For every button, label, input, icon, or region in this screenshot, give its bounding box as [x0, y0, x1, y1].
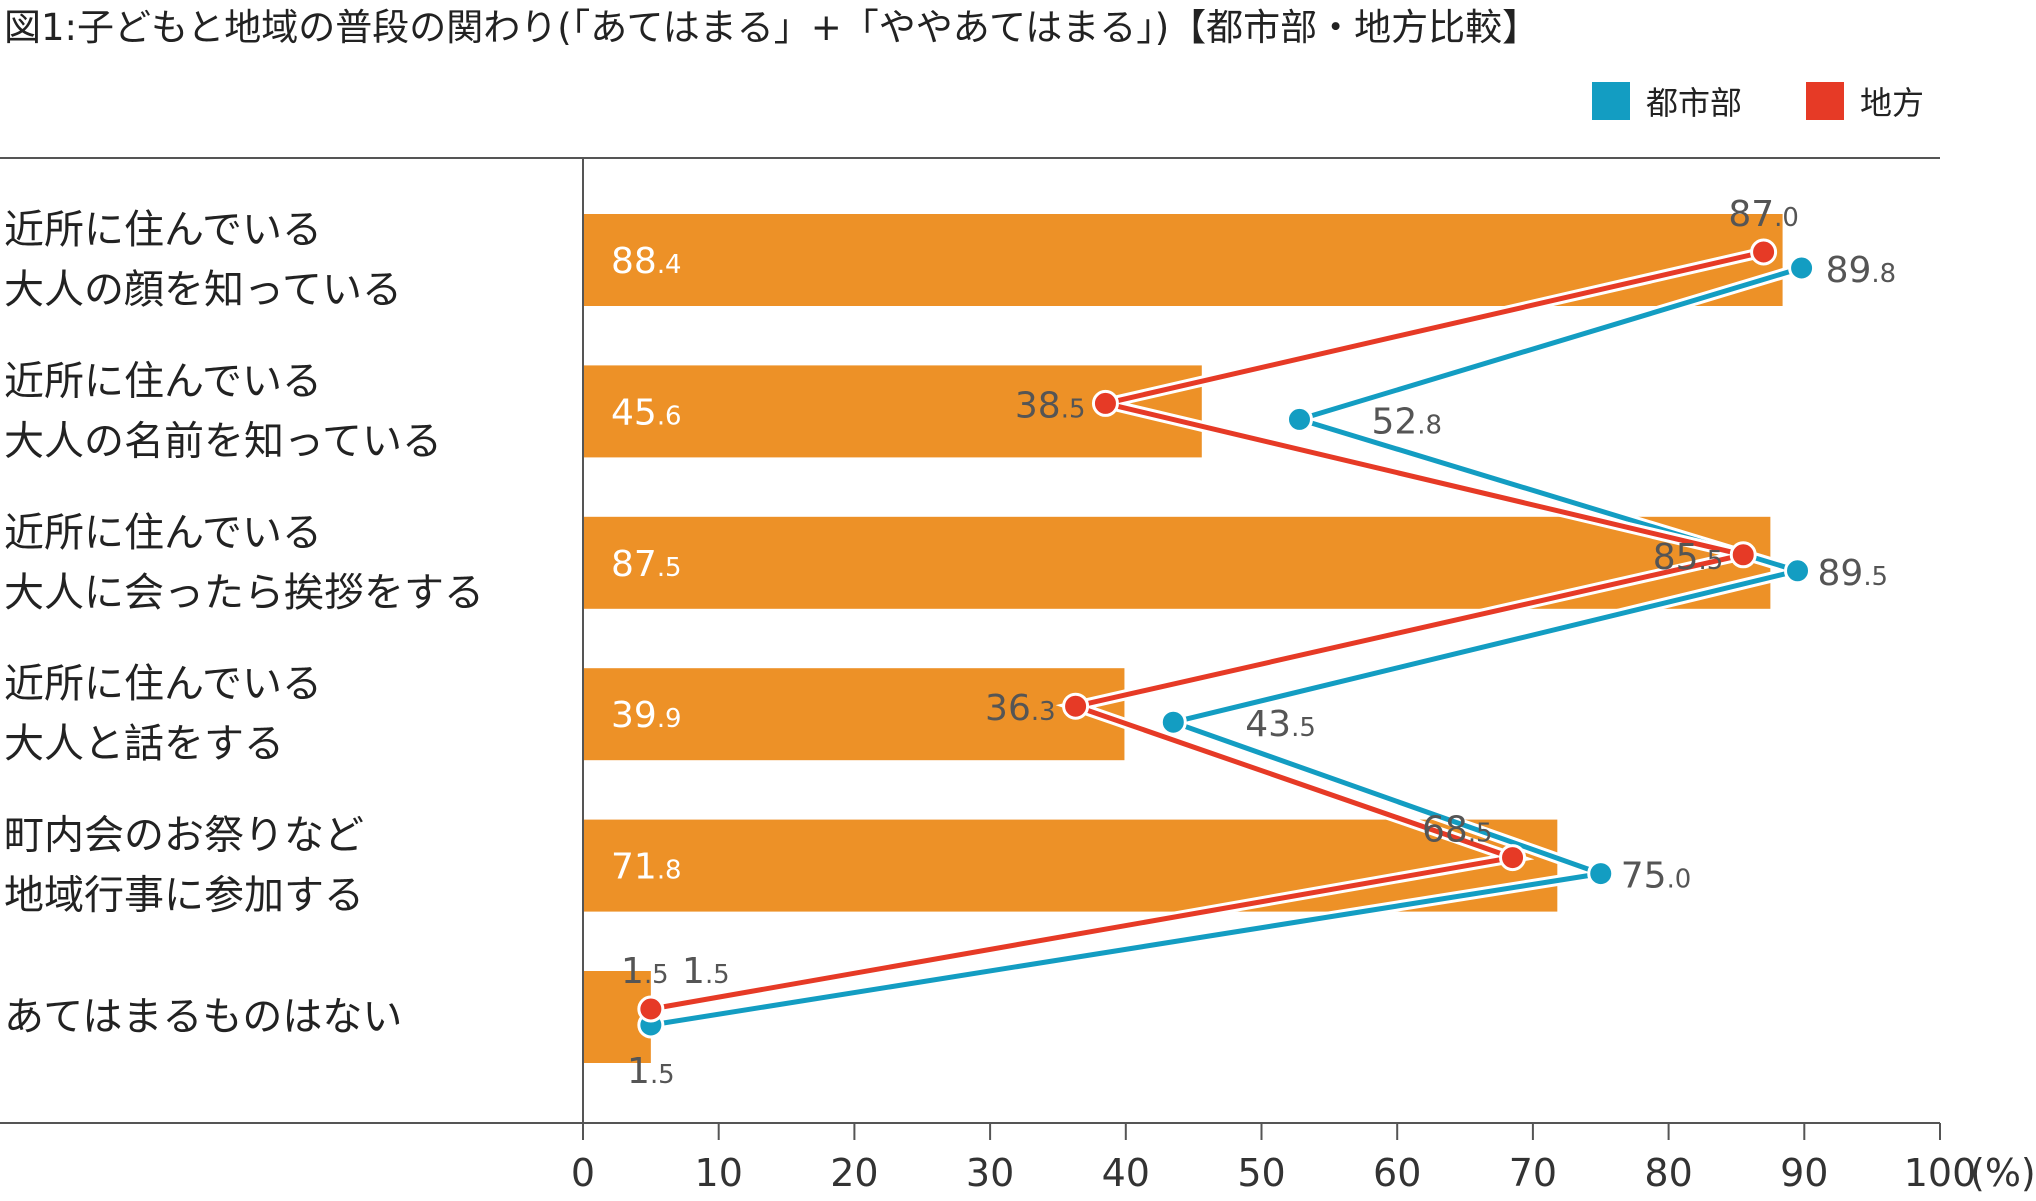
- category-label-5-0: あてはまるものはない: [4, 994, 402, 1040]
- bar-label-0: 88.4: [611, 241, 682, 282]
- series-lines: [637, 238, 1819, 1039]
- category-label-3-0: 近所に住んでいる: [4, 661, 322, 707]
- x-tick-label-0: 0: [571, 1151, 595, 1195]
- series-0: [637, 254, 1819, 1039]
- point-0-2: [1784, 557, 1812, 585]
- x-tick-label-4: 40: [1102, 1151, 1150, 1195]
- x-tick-label-3: 30: [966, 1151, 1014, 1195]
- bar-label-1: 45.6: [611, 392, 682, 433]
- category-label-4-0: 町内会のお祭りなど: [4, 813, 364, 859]
- point-label-0-0: 89.8: [1826, 250, 1897, 291]
- legend-label-0: 都市部: [1646, 84, 1742, 122]
- point-0-4: [1587, 860, 1615, 888]
- legend: 都市部 地方: [1592, 82, 1924, 122]
- point-label-0-5: 1.5: [627, 1051, 675, 1092]
- point-label-1-2: 85.5: [1653, 537, 1724, 578]
- bar-label-3: 39.9: [611, 695, 682, 736]
- series-line-0: [650, 265, 1807, 1028]
- category-label-1-1: 大人の名前を知っている: [4, 418, 442, 464]
- x-axis-ticks: 0 10 20 30 40 50 60 70 80 90 100(%): [571, 1123, 2036, 1195]
- x-tick-label-6: 60: [1373, 1151, 1421, 1195]
- bar-5: [583, 971, 651, 1063]
- bar-4: [583, 819, 1558, 912]
- category-labels: 近所に住んでいる大人の顔を知っている近所に住んでいる大人の名前を知っている近所に…: [4, 207, 484, 1040]
- category-label-1-0: 近所に住んでいる: [4, 358, 322, 404]
- x-tick-label-9: 90: [1780, 1151, 1828, 1195]
- series-line-1: [650, 249, 1765, 1012]
- point-label-1-4: 68.5: [1422, 810, 1493, 851]
- point-1-1: [1091, 389, 1119, 417]
- point-0-3: [1159, 708, 1187, 736]
- x-tick-label-10: 100: [1904, 1151, 1977, 1195]
- point-0-1: [1285, 405, 1313, 433]
- x-tick-label-8: 80: [1644, 1151, 1692, 1195]
- legend-swatch-0: [1592, 82, 1630, 120]
- category-label-0-1: 大人の顔を知っている: [4, 267, 402, 313]
- bar-3: [583, 668, 1125, 761]
- point-label-0-2: 89.5: [1818, 553, 1889, 594]
- bar-2: [583, 516, 1771, 609]
- bar-label-2: 87.5: [611, 544, 682, 585]
- bar-label-4: 71.8: [611, 847, 682, 888]
- x-tick-label-5: 50: [1237, 1151, 1285, 1195]
- chart-title: 図1:子どもと地域の普段の関わり(「あてはまる」+「ややあてはまる」)【都市部・…: [4, 6, 1539, 49]
- series-1: [637, 238, 1778, 1023]
- point-0-0: [1788, 254, 1816, 282]
- point-label-1-3: 36.3: [985, 688, 1056, 729]
- point-label-1-1: 38.5: [1015, 385, 1086, 426]
- x-tick-label-2: 20: [830, 1151, 878, 1195]
- x-unit-label: (%): [1970, 1151, 2036, 1195]
- legend-label-1: 地方: [1860, 84, 1924, 122]
- point-labels: 89.8 52.8 89.5 43.5 75.0 1.5 87.0 38.5 85.5 36.3 6…: [621, 194, 1896, 1092]
- point-1-0: [1750, 238, 1778, 266]
- category-label-2-0: 近所に住んでいる: [4, 510, 322, 556]
- x-tick-label-7: 70: [1509, 1151, 1557, 1195]
- legend-swatch-1: [1806, 82, 1844, 120]
- category-label-0-0: 近所に住んでいる: [4, 207, 322, 253]
- point-1-3: [1062, 692, 1090, 720]
- category-label-4-1: 地域行事に参加する: [4, 873, 364, 919]
- point-1-2: [1729, 541, 1757, 569]
- category-label-2-1: 大人に会ったら挨拶をする: [4, 570, 484, 616]
- point-label-0-4: 75.0: [1621, 856, 1692, 897]
- point-label-0-1: 52.8: [1371, 401, 1442, 442]
- point-1-5: [637, 995, 665, 1023]
- category-label-3-1: 大人と話をする: [4, 721, 284, 767]
- point-1-4: [1499, 844, 1527, 872]
- point-label-1-5: 1.5: [621, 951, 669, 992]
- x-tick-label-1: 10: [695, 1151, 743, 1195]
- point-label-extra: 1.5: [682, 951, 730, 992]
- point-label-0-3: 43.5: [1245, 704, 1316, 745]
- point-label-1-0: 87.0: [1728, 194, 1799, 235]
